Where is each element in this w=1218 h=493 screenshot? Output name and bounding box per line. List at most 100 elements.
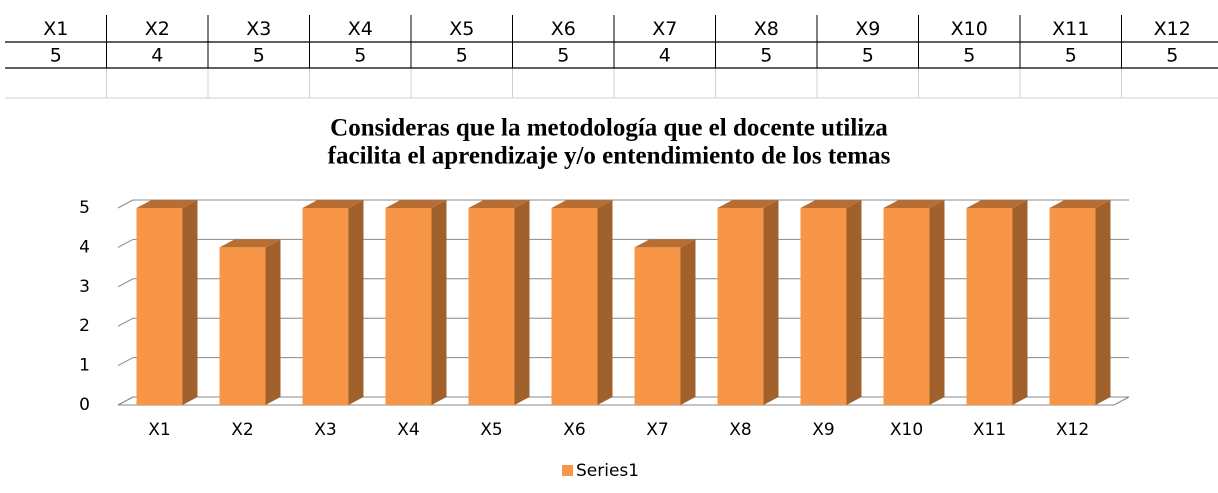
y-tick-label: 1 xyxy=(79,356,90,376)
bar xyxy=(551,200,613,405)
y-tick-label: 4 xyxy=(79,237,90,257)
x-tick-label: X7 xyxy=(646,420,668,440)
chart-title: facilita el aprendizaje y/o entendimient… xyxy=(328,143,891,170)
bar xyxy=(634,239,696,405)
bar xyxy=(302,200,364,405)
x-tick-label: X3 xyxy=(314,420,336,440)
bar-side xyxy=(514,200,530,405)
bar-front xyxy=(302,208,349,405)
bar-top xyxy=(800,200,862,208)
bar-front xyxy=(385,208,432,405)
axis xyxy=(1113,396,1130,406)
table-cell: 5 xyxy=(1065,45,1077,67)
tick-mark xyxy=(117,317,134,327)
bar-side xyxy=(265,239,281,405)
table-cell: 5 xyxy=(862,45,874,67)
bar-front xyxy=(1049,208,1096,405)
bar-front xyxy=(219,247,266,405)
bar xyxy=(468,200,530,405)
bar-top xyxy=(551,200,613,208)
bar-side xyxy=(763,200,779,405)
y-tick-label: 3 xyxy=(79,277,90,297)
bar-top xyxy=(883,200,945,208)
bar-front xyxy=(717,208,764,405)
bar-top xyxy=(1049,200,1111,208)
table-cell: X6 xyxy=(551,18,576,40)
table-cell: X2 xyxy=(145,18,170,40)
table-cell: X1 xyxy=(43,18,68,40)
table-cell: 4 xyxy=(659,45,671,67)
bar xyxy=(219,239,281,405)
bar xyxy=(136,200,198,405)
table-cell: X9 xyxy=(855,18,880,40)
y-tick-label: 5 xyxy=(79,198,90,218)
table-cell: X12 xyxy=(1154,18,1191,40)
table-cell: 5 xyxy=(1166,45,1178,67)
table-cell: X8 xyxy=(754,18,779,40)
x-tick-label: X8 xyxy=(729,420,751,440)
bar-side xyxy=(431,200,447,405)
bar-front xyxy=(634,247,681,405)
table-cell: 4 xyxy=(151,45,163,67)
table-cell: X10 xyxy=(951,18,988,40)
legend-label: Series1 xyxy=(576,461,639,481)
bar xyxy=(800,200,862,405)
tick-mark xyxy=(117,199,134,209)
x-tick-label: X6 xyxy=(563,420,585,440)
table-cell: X4 xyxy=(348,18,373,40)
x-tick-label: X1 xyxy=(148,420,170,440)
bar-side xyxy=(597,200,613,405)
bar-side xyxy=(846,200,862,405)
y-tick-label: 2 xyxy=(79,316,90,336)
x-tick-label: X5 xyxy=(480,420,502,440)
bar xyxy=(1049,200,1111,405)
bar-top xyxy=(219,239,281,248)
tick-mark xyxy=(117,278,134,288)
bar-top xyxy=(136,200,198,208)
bar-top xyxy=(385,200,447,208)
bar-top xyxy=(634,239,696,248)
x-tick-label: X2 xyxy=(231,420,253,440)
bar-front xyxy=(136,208,183,405)
bar-front xyxy=(800,208,847,405)
bar-front xyxy=(551,208,598,405)
tick-mark xyxy=(117,357,134,367)
table-cell: 5 xyxy=(50,45,62,67)
bar-side xyxy=(1095,200,1111,405)
bar-front xyxy=(468,208,515,405)
bar-side xyxy=(182,200,198,405)
table-cell: 5 xyxy=(253,45,265,67)
bar-side xyxy=(348,200,364,405)
table-cell: 5 xyxy=(557,45,569,67)
bar-top xyxy=(717,200,779,208)
bar-side xyxy=(929,200,945,405)
table-cell: 5 xyxy=(354,45,366,67)
table-cell: 5 xyxy=(963,45,975,67)
bar xyxy=(717,200,779,405)
x-tick-label: X10 xyxy=(890,420,923,440)
bar-top xyxy=(468,200,530,208)
bar-top xyxy=(302,200,364,208)
table-cell: 5 xyxy=(760,45,772,67)
x-tick-label: X4 xyxy=(397,420,419,440)
tick-mark xyxy=(117,238,134,248)
bar xyxy=(883,200,945,405)
table-cell: 5 xyxy=(456,45,468,67)
x-tick-label: X9 xyxy=(812,420,834,440)
bar-side xyxy=(1012,200,1028,405)
table-cell: X7 xyxy=(652,18,677,40)
bar-side xyxy=(680,239,696,405)
chart-title: Consideras que la metodología que el doc… xyxy=(330,115,888,142)
bar xyxy=(385,200,447,405)
table-cell: X11 xyxy=(1052,18,1089,40)
bar-top xyxy=(966,200,1028,208)
tick-mark xyxy=(117,396,134,406)
bar xyxy=(966,200,1028,405)
x-tick-label: X12 xyxy=(1056,420,1089,440)
table-cell: X5 xyxy=(449,18,474,40)
bar-front xyxy=(966,208,1013,405)
y-tick-label: 0 xyxy=(79,395,90,415)
x-tick-label: X11 xyxy=(973,420,1006,440)
bar-front xyxy=(883,208,930,405)
